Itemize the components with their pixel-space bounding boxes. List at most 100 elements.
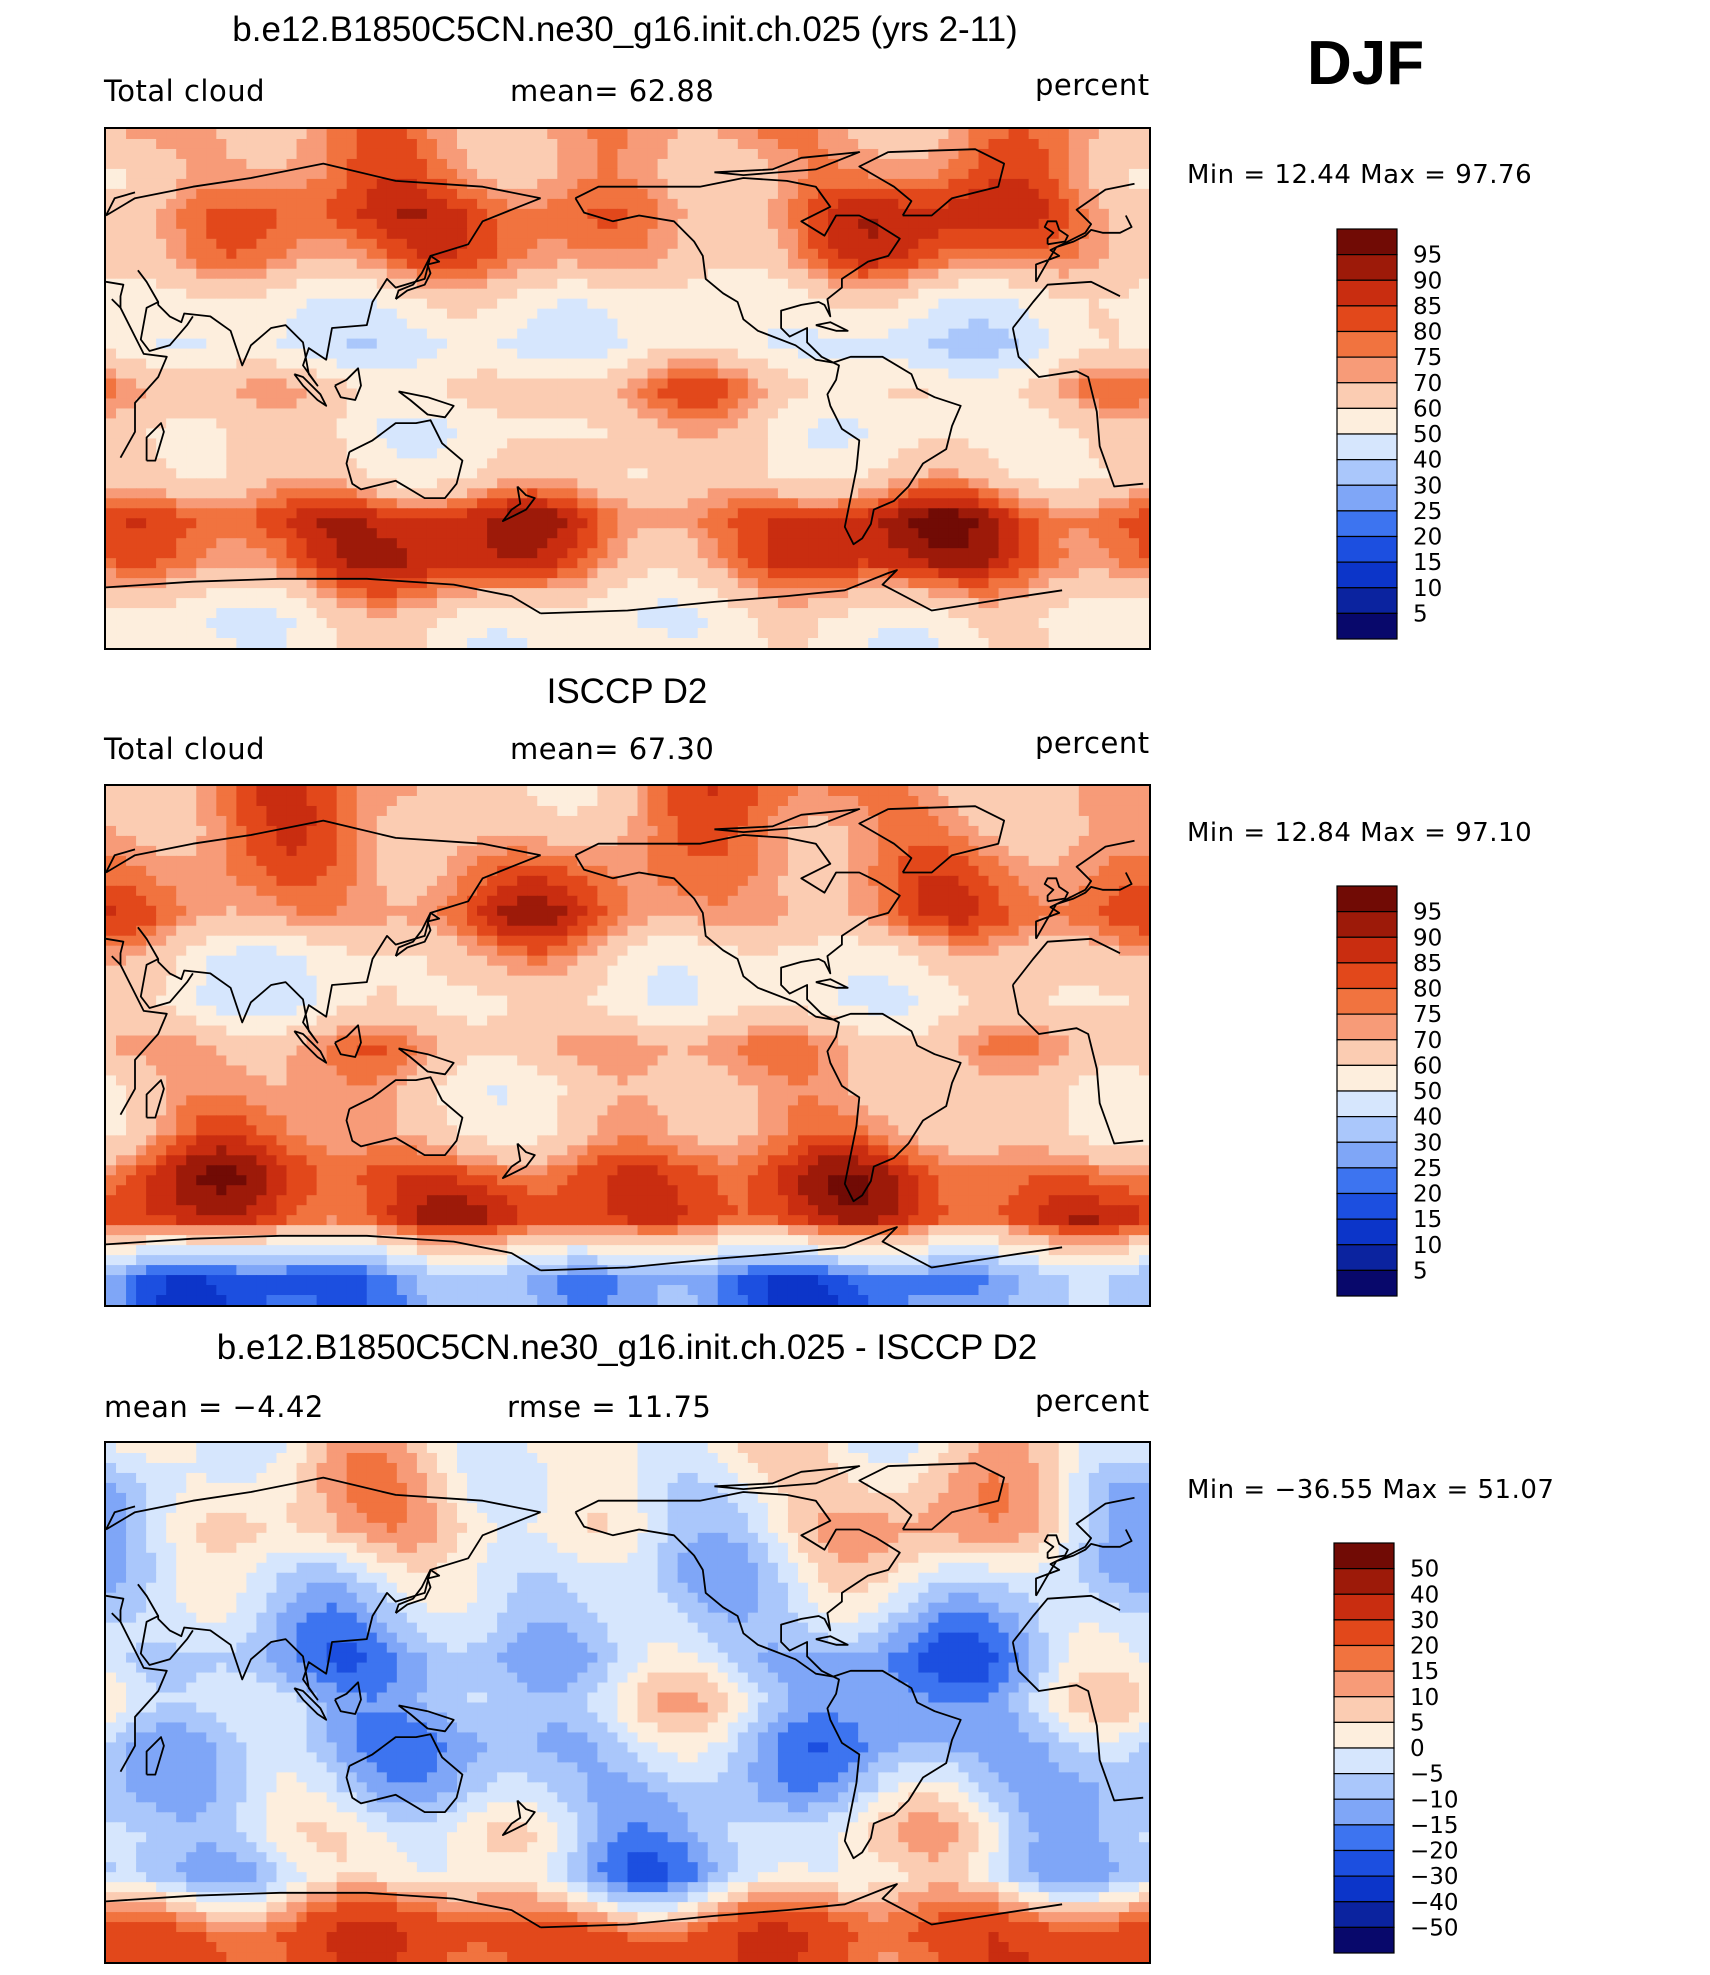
field-cell <box>1018 498 1030 509</box>
field-cell <box>818 188 829 200</box>
field-cell <box>386 498 398 509</box>
field-cell <box>577 518 588 529</box>
field-cell <box>808 248 819 260</box>
field-cell <box>166 498 177 509</box>
field-cell <box>637 178 649 190</box>
field-cell <box>888 558 899 569</box>
field-cell <box>888 598 899 609</box>
field-cell <box>436 408 448 420</box>
field-cell <box>828 208 839 220</box>
field-cell <box>757 228 769 240</box>
field-cell <box>296 398 308 410</box>
field-cell <box>1108 388 1120 400</box>
field-cell <box>126 129 137 140</box>
field-cell <box>657 178 669 190</box>
field-cell <box>747 418 759 430</box>
field-cell <box>457 588 468 599</box>
field-cell <box>787 398 799 410</box>
field-cell <box>467 448 478 459</box>
field-cell <box>1038 318 1050 330</box>
field-cell <box>517 298 528 310</box>
field-cell <box>1018 148 1030 160</box>
field-cell <box>116 458 127 469</box>
field-cell <box>808 208 819 220</box>
field-cell <box>587 378 599 390</box>
field-cell <box>1038 148 1050 160</box>
field-cell <box>386 488 398 499</box>
field-cell <box>477 548 488 559</box>
field-cell <box>1128 488 1140 499</box>
field-cell <box>747 328 759 340</box>
field-cell <box>136 458 147 469</box>
field-cell <box>1118 498 1130 509</box>
field-cell <box>898 398 909 410</box>
field-cell <box>667 518 679 529</box>
field-cell <box>206 388 217 400</box>
field-cell <box>878 278 889 290</box>
field-cell <box>507 508 518 519</box>
field-cell <box>406 318 418 330</box>
field-cell <box>858 338 869 350</box>
field-cell <box>487 348 498 360</box>
field-cell <box>487 528 498 539</box>
field-cell <box>116 578 127 589</box>
field-cell <box>517 558 528 569</box>
field-cell <box>667 198 679 210</box>
field-cell <box>687 378 699 390</box>
field-cell <box>1108 178 1120 190</box>
field-cell <box>928 528 939 539</box>
field-cell <box>828 168 839 180</box>
field-cell <box>1008 288 1020 300</box>
field-cell <box>527 208 538 220</box>
field-cell <box>1098 468 1110 479</box>
field-cell <box>106 508 117 519</box>
field-cell <box>547 258 558 270</box>
field-cell <box>988 458 1000 469</box>
field-cell <box>908 368 919 380</box>
field-cell <box>918 478 929 489</box>
field-cell <box>687 138 699 150</box>
field-cell <box>657 498 669 509</box>
field-cell <box>808 528 819 539</box>
field-cell <box>1008 528 1020 539</box>
field-cell <box>1078 388 1090 400</box>
field-cell <box>918 258 929 270</box>
field-cell <box>346 228 358 240</box>
field-cell <box>196 168 207 180</box>
field-cell <box>356 308 368 320</box>
field-cell <box>326 198 338 210</box>
field-cell <box>818 129 829 140</box>
field-cell <box>106 598 117 609</box>
field-cell <box>457 448 468 459</box>
field-cell <box>717 368 729 380</box>
field-cell <box>868 438 879 449</box>
field-cell <box>1088 518 1100 529</box>
field-cell <box>416 178 428 190</box>
field-cell <box>126 168 137 180</box>
field-cell <box>276 288 288 300</box>
field-cell <box>376 248 388 260</box>
field-cell <box>286 208 298 220</box>
field-cell <box>1108 548 1120 559</box>
field-cell <box>196 598 207 609</box>
field-cell <box>777 338 789 350</box>
field-cell <box>938 298 950 310</box>
field-cell <box>156 538 167 549</box>
field-cell <box>1028 578 1040 589</box>
field-cell <box>878 158 889 170</box>
field-cell <box>988 138 1000 150</box>
field-cell <box>858 129 869 140</box>
field-cell <box>406 288 418 300</box>
field-cell <box>637 408 649 420</box>
field-cell <box>627 508 639 519</box>
field-cell <box>928 348 939 360</box>
field-cell <box>777 398 789 410</box>
field-cell <box>828 448 839 459</box>
field-cell <box>116 129 127 140</box>
field-cell <box>797 348 809 360</box>
field-cell <box>727 288 739 300</box>
field-cell <box>777 278 789 290</box>
field-cell <box>757 258 769 270</box>
field-cell <box>707 148 719 160</box>
field-cell <box>1118 538 1130 549</box>
